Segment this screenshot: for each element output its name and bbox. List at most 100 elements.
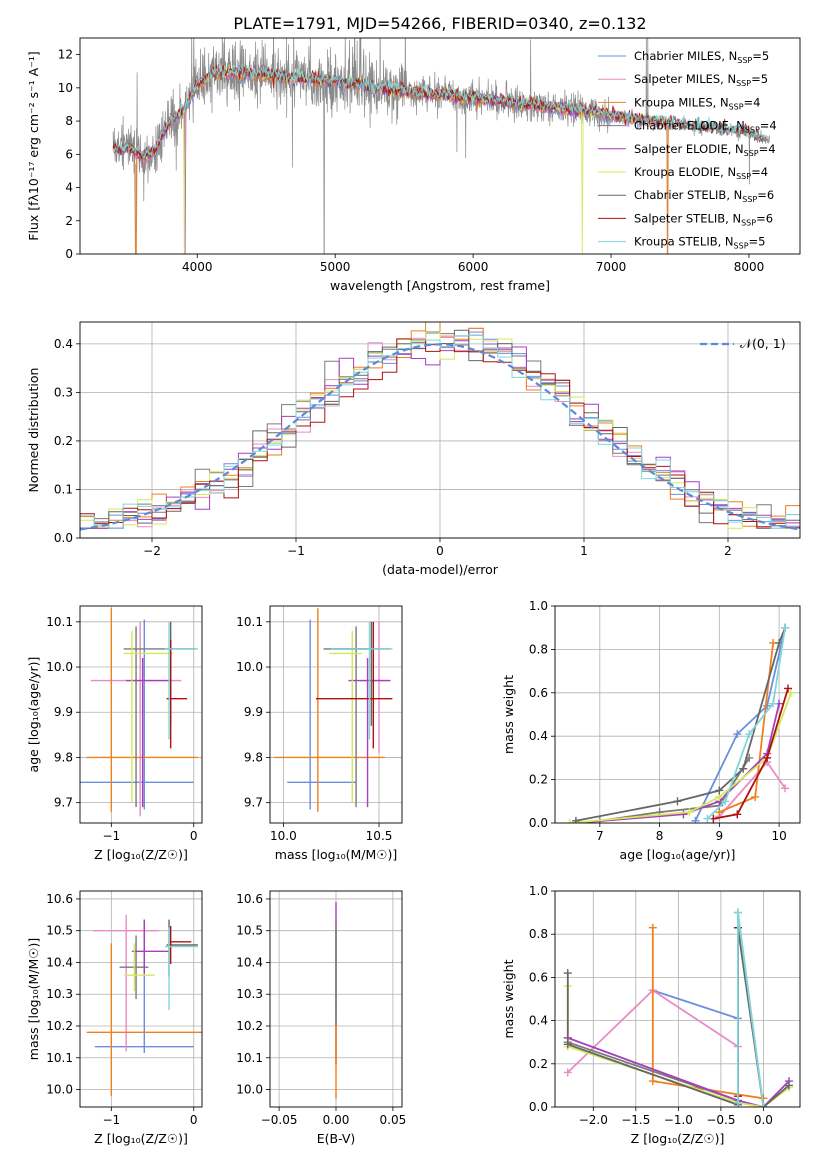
weight-series-chab_miles xyxy=(648,986,742,1023)
gridlines xyxy=(270,606,402,823)
weight-series-krou_stelib xyxy=(733,908,768,1107)
plot-area xyxy=(563,908,793,1107)
y-tick-label: 10.1 xyxy=(46,1051,73,1065)
weight-marker-krou_stelib xyxy=(733,1098,742,1107)
x-tick-label: −1.5 xyxy=(621,1113,650,1127)
normal-curve xyxy=(80,343,798,531)
axes-frame xyxy=(79,321,801,539)
y-tick-label: 10.2 xyxy=(46,1019,73,1033)
plot-area xyxy=(112,38,770,254)
weight-line-krou_miles xyxy=(651,927,764,1100)
x-tick-label: −1 xyxy=(102,829,120,843)
legend-label-salp_miles: Salpeter MILES, NSSP=5 xyxy=(634,72,768,88)
x-tick-label: −0.05 xyxy=(261,1113,298,1127)
weight-series-chab_miles xyxy=(691,623,790,823)
y-tick-label: 8 xyxy=(65,114,73,128)
y-tick-label: 0.0 xyxy=(54,531,73,545)
x-tick-label: 8000 xyxy=(734,260,765,274)
y-tick-label: 9.9 xyxy=(54,705,73,719)
y-axis-label: mass weight xyxy=(501,959,516,1038)
y-tick-label: 0.0 xyxy=(529,1100,548,1114)
y-tick-label: 10.3 xyxy=(236,987,263,1001)
weight-line-chab_elodie xyxy=(567,912,765,1107)
legend-label-chab_elodie: Chabrier ELODIE, NSSP=4 xyxy=(634,119,777,135)
y-tick-label: 0.4 xyxy=(54,337,73,351)
x-tick-label: 5000 xyxy=(320,260,351,274)
x-tick-label: −1.0 xyxy=(664,1113,693,1127)
weight-marker-salp_miles xyxy=(563,1068,572,1077)
panel-weight_vs_age: 7 8 9 10 0.0 0.2 0.4 0.6 0.8 1.0 age [log₁₀(age/yr… xyxy=(501,599,801,862)
y-tick-label: 10.5 xyxy=(46,924,73,938)
errorbar-krou_stelib xyxy=(164,621,198,740)
y-tick-label: 10.6 xyxy=(236,892,263,906)
axes-frame xyxy=(79,37,801,255)
weight-line-krou_stelib xyxy=(737,912,765,1107)
y-tick-label: 10.1 xyxy=(236,1051,263,1065)
x-tick-label: 8 xyxy=(656,829,664,843)
legend-label-krou_elodie: Kroupa ELODIE, NSSP=4 xyxy=(634,165,768,181)
weight-series-chab_elodie xyxy=(563,908,768,1107)
errorbar-salp_miles xyxy=(359,621,389,753)
axes-frame xyxy=(269,890,403,1108)
errorbar-krou_stelib xyxy=(331,621,393,740)
x-axis-label: mass [log₁₀(M/M☉)] xyxy=(275,847,397,862)
legend-label-salp_elodie: Salpeter ELODIE, NSSP=4 xyxy=(634,142,776,158)
y-tick-label: 10.3 xyxy=(46,987,73,1001)
x-tick-label: −2.0 xyxy=(579,1113,608,1127)
weight-marker-krou_stelib xyxy=(781,623,790,632)
errorbar-krou_stelib xyxy=(164,927,198,1011)
x-tick-label: 0.0 xyxy=(754,1113,773,1127)
y-tick-label: 10.2 xyxy=(236,1019,263,1033)
panel-mass_vs_Z: −1 0 10.0 10.1 10.2 10.3 10.4 10.5 10.6 Z [log₁₀(… xyxy=(26,890,203,1146)
x-tick-label: −1 xyxy=(287,544,305,558)
y-axis-label: Flux [fλ10⁻¹⁷ erg cm⁻² s⁻¹ A⁻¹] xyxy=(26,51,41,240)
weight-marker-krou_stelib xyxy=(745,730,754,739)
weight-marker-krou_miles xyxy=(648,923,657,932)
x-tick-label: 0 xyxy=(436,544,444,558)
panel-residuals: −2 −1 0 1 2 0.0 0.1 0.2 0.3 0.4 (data-model)/error… xyxy=(26,321,801,577)
weight-marker-krou_elodie xyxy=(685,808,694,817)
weight-marker-krou_stelib xyxy=(721,797,730,806)
axes-frame xyxy=(554,890,801,1108)
weight-marker-chab_miles xyxy=(691,816,700,823)
y-tick-label: 0.3 xyxy=(54,385,73,399)
x-axis-label: Z [log₁₀(Z/Z☉)] xyxy=(94,847,188,862)
weight-marker-krou_stelib xyxy=(733,908,742,917)
y-tick-label: 10.0 xyxy=(46,1083,73,1097)
weight-marker-salp_elodie xyxy=(679,810,688,819)
x-tick-label: 10 xyxy=(771,829,786,843)
panel-age_vs_Z: −1 0 9.7 9.8 9.9 10.0 10.1 Z [log₁₀(Z/Z☉)] age [… xyxy=(26,605,203,862)
y-axis-label: mass weight xyxy=(501,675,516,754)
y-tick-label: 10.1 xyxy=(46,615,73,629)
gridlines xyxy=(80,891,202,1107)
x-tick-label: 6000 xyxy=(458,260,489,274)
legend-label-chab_miles: Chabrier MILES, NSSP=5 xyxy=(634,49,769,65)
x-tick-label: 10.0 xyxy=(270,829,297,843)
y-axis-label: Normed distribution xyxy=(26,368,41,493)
y-tick-label: 10.6 xyxy=(46,892,73,906)
plot-area xyxy=(80,322,800,531)
legend-label-krou_stelib: Kroupa STELIB, NSSP=5 xyxy=(634,235,765,251)
y-tick-label: 0 xyxy=(65,247,73,261)
y-axis-label: age [log₁₀(age/yr)] xyxy=(26,657,41,773)
weight-marker-chab_stelib xyxy=(673,797,682,806)
y-tick-label: 0.0 xyxy=(529,816,548,830)
errorbar-chab_miles xyxy=(287,619,357,810)
y-tick-label: 9.7 xyxy=(54,796,73,810)
plot-area xyxy=(80,608,198,817)
errorbar-chab_miles xyxy=(80,619,194,810)
x-tick-label: 0.05 xyxy=(380,1113,407,1127)
x-tick-label: 0.00 xyxy=(323,1113,350,1127)
y-tick-label: 0.8 xyxy=(529,927,548,941)
y-axis-label: mass [log₁₀(M/M☉)] xyxy=(26,938,41,1060)
plot-area xyxy=(273,608,393,812)
model-krou_stelib xyxy=(112,63,764,158)
weight-marker-chab_miles xyxy=(763,701,772,710)
weight-marker-chab_stelib xyxy=(715,786,724,795)
histogram-salp_stelib xyxy=(80,338,800,529)
y-tick-label: 9.9 xyxy=(244,705,263,719)
x-tick-label: 2 xyxy=(724,544,732,558)
errorbar-salp_stelib xyxy=(315,621,393,749)
errorbar-salp_stelib xyxy=(169,925,192,965)
